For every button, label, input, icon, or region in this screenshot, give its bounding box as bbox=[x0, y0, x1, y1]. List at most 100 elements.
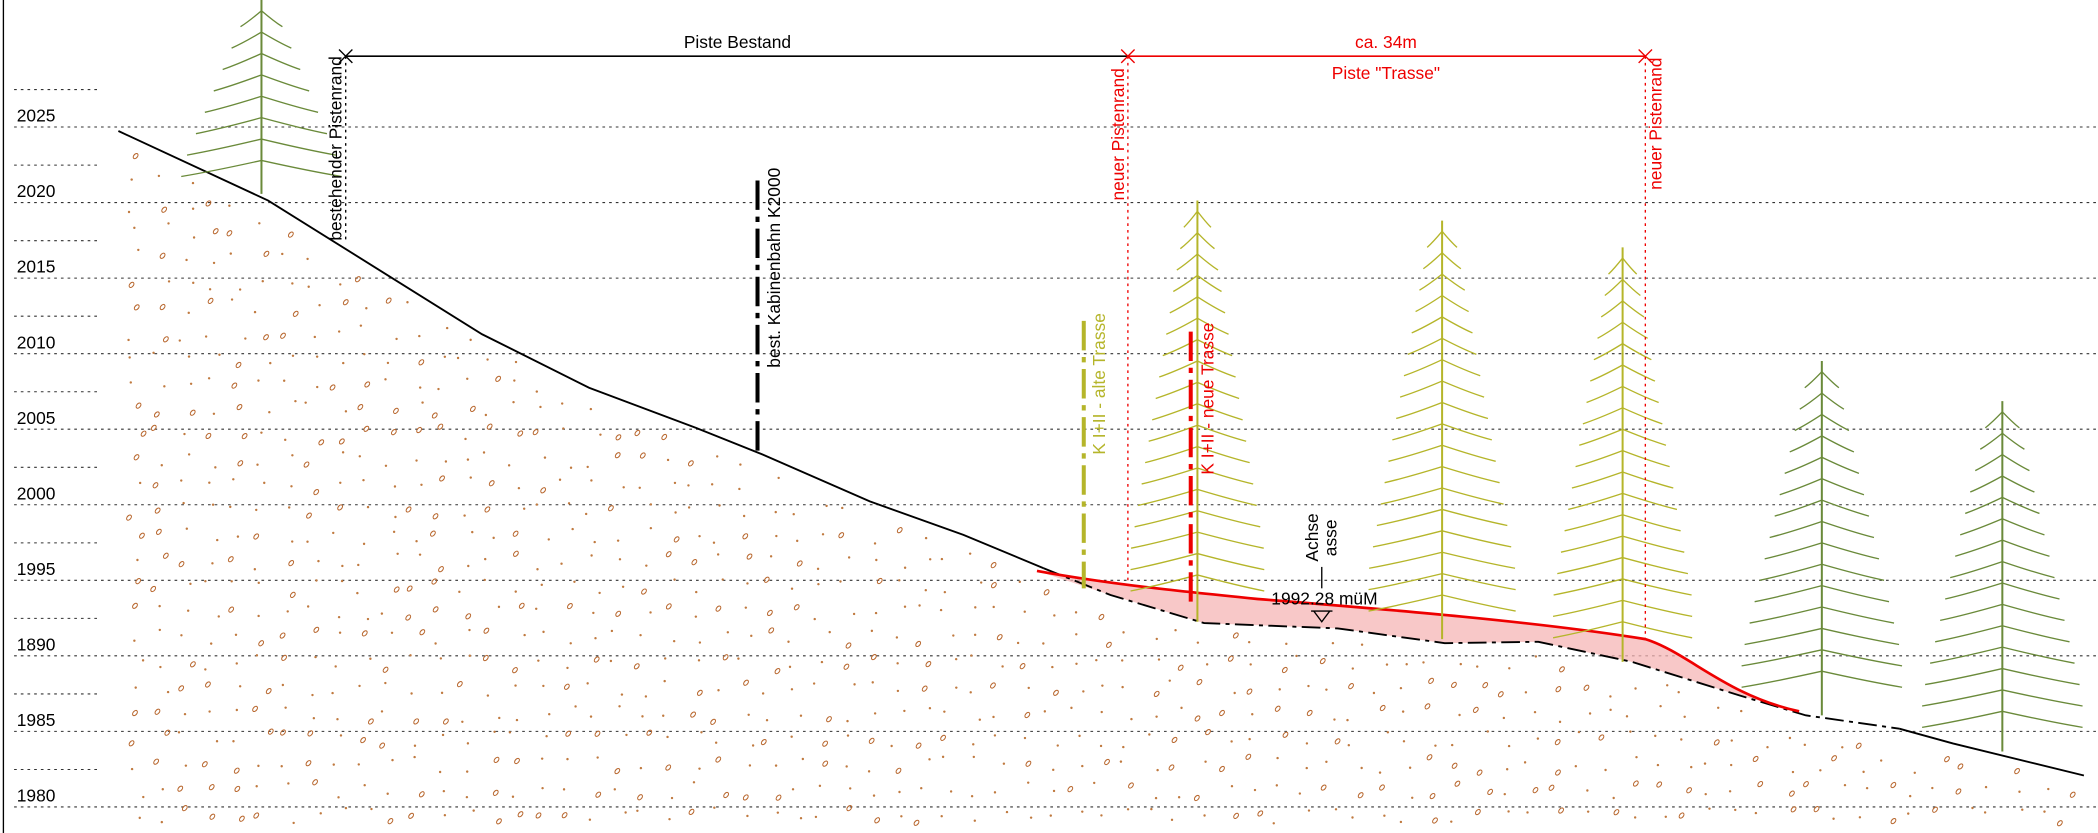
pebble bbox=[561, 812, 568, 819]
grain bbox=[1347, 743, 1351, 747]
grain bbox=[1862, 770, 1865, 774]
pebble bbox=[774, 668, 781, 675]
dimension-label: Piste Bestand bbox=[684, 32, 791, 52]
branch bbox=[1930, 646, 2075, 664]
grain bbox=[1683, 715, 1686, 718]
grain bbox=[235, 662, 238, 665]
grain bbox=[268, 411, 271, 414]
grain bbox=[980, 581, 983, 584]
pebble bbox=[181, 805, 188, 812]
grain bbox=[738, 487, 741, 491]
grain bbox=[439, 657, 443, 660]
grain bbox=[358, 455, 362, 458]
grain bbox=[974, 606, 977, 609]
grain bbox=[211, 503, 215, 506]
grain bbox=[1307, 684, 1310, 688]
pebble bbox=[1024, 711, 1031, 719]
grain bbox=[814, 815, 818, 819]
branch bbox=[1960, 518, 2045, 536]
grain bbox=[873, 542, 877, 545]
grain bbox=[311, 693, 314, 697]
pebble bbox=[775, 794, 782, 801]
grain bbox=[1157, 658, 1161, 661]
pebble bbox=[1233, 812, 1240, 819]
grain bbox=[136, 558, 139, 562]
grain bbox=[535, 503, 539, 506]
grain bbox=[1100, 710, 1103, 714]
grain bbox=[1119, 760, 1123, 763]
pebble bbox=[1098, 613, 1105, 621]
grain bbox=[1476, 665, 1479, 668]
grain bbox=[269, 361, 272, 365]
pebble bbox=[513, 550, 519, 557]
pebble bbox=[1274, 705, 1281, 712]
branch bbox=[1372, 530, 1512, 548]
grain bbox=[872, 794, 876, 797]
grain bbox=[853, 683, 856, 686]
grain bbox=[315, 579, 318, 582]
grain bbox=[625, 733, 628, 737]
grain bbox=[973, 633, 977, 637]
trees bbox=[181, 0, 2083, 752]
pebble bbox=[688, 808, 695, 815]
pebble bbox=[1554, 739, 1561, 746]
soil bbox=[126, 152, 2076, 827]
pebble bbox=[305, 760, 312, 767]
grain bbox=[1819, 769, 1822, 772]
grain bbox=[1095, 658, 1098, 662]
grain bbox=[306, 257, 309, 261]
grain bbox=[464, 437, 467, 441]
grain bbox=[418, 386, 422, 389]
pebble bbox=[2069, 791, 2076, 798]
pebble bbox=[258, 640, 265, 647]
branch bbox=[1407, 337, 1477, 355]
branch bbox=[1582, 407, 1663, 425]
grain bbox=[787, 640, 790, 643]
grain bbox=[1122, 745, 1125, 749]
grain bbox=[828, 630, 831, 634]
branch bbox=[1744, 627, 1900, 646]
grain bbox=[515, 718, 519, 722]
tree bbox=[181, 0, 342, 194]
pebble bbox=[673, 536, 680, 543]
grain bbox=[1099, 744, 1103, 748]
grain bbox=[624, 811, 627, 814]
grain bbox=[511, 795, 515, 798]
grain bbox=[1204, 760, 1207, 763]
grain bbox=[594, 637, 597, 640]
pebble bbox=[360, 736, 366, 744]
pebble bbox=[253, 533, 260, 540]
grain bbox=[1908, 794, 1912, 798]
branch bbox=[1148, 424, 1247, 442]
pebble bbox=[313, 626, 320, 633]
pebble bbox=[1532, 787, 1539, 794]
branch bbox=[1604, 278, 1641, 297]
branch bbox=[1922, 689, 2083, 707]
grain bbox=[294, 399, 297, 403]
branch bbox=[195, 117, 328, 135]
grain bbox=[366, 617, 370, 621]
pebble bbox=[140, 430, 147, 437]
pebble bbox=[1451, 681, 1457, 688]
grain bbox=[972, 743, 975, 746]
grain bbox=[566, 666, 569, 670]
branch bbox=[1422, 252, 1462, 270]
grain bbox=[472, 809, 475, 812]
pebble bbox=[1025, 760, 1032, 767]
pebble bbox=[1558, 807, 1564, 814]
grain bbox=[257, 614, 260, 618]
grain bbox=[514, 684, 517, 687]
grain bbox=[260, 431, 263, 434]
grain bbox=[484, 557, 487, 561]
grain bbox=[339, 481, 342, 484]
grain bbox=[465, 795, 469, 799]
grain bbox=[207, 377, 211, 380]
grain bbox=[497, 605, 501, 609]
pebble bbox=[518, 602, 525, 609]
grain bbox=[918, 604, 921, 607]
grain bbox=[1402, 740, 1406, 743]
grain bbox=[716, 553, 720, 556]
grain bbox=[161, 788, 164, 791]
pebble bbox=[1813, 806, 1820, 813]
pebble bbox=[1320, 784, 1327, 791]
